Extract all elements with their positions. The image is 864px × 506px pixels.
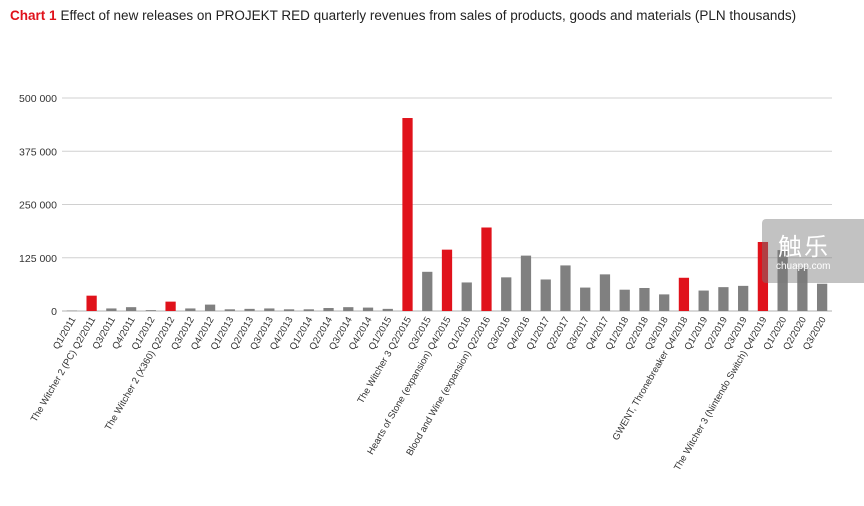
bar [816,283,828,311]
bar [560,265,571,311]
bar [86,295,97,311]
bar [204,304,216,311]
chart-bars [66,118,828,312]
y-tick-label: 0 [51,306,57,318]
bar [501,277,512,311]
bar [540,279,551,311]
bar [224,309,235,311]
chart-title-lead: Chart 1 [10,8,57,23]
bar [185,308,196,311]
bar [520,255,532,311]
bar [797,267,808,311]
y-tick-label: 500 000 [19,93,57,105]
bar [461,282,472,311]
bar [165,301,176,311]
bar [481,227,492,311]
bar [757,241,769,311]
bar [125,307,137,311]
bar [264,308,275,311]
y-axis-ticks: 0 125 000 250 000 375 000 500 000 [19,93,57,318]
bar [303,309,314,311]
bar [599,274,611,311]
y-tick-label: 375 000 [19,146,57,158]
y-tick-label: 250 000 [19,200,57,212]
bar [678,277,690,311]
bar [619,289,630,311]
bar [106,308,117,311]
y-tick-label: 125 000 [19,253,57,265]
bar [402,118,413,311]
bar [718,287,729,311]
bar [382,308,393,311]
watermark-logo: 触乐 chuapp.com [762,219,864,283]
bar [323,308,334,311]
bar [580,287,591,311]
bar [145,310,156,311]
bar [777,250,788,311]
chart-title: Chart 1 Effect of new releases on PROJEKT… [10,8,796,23]
bar [422,271,433,311]
bar [283,309,295,311]
bar [441,249,453,311]
bar [698,290,709,311]
bar [362,307,374,311]
watermark-main: 触乐 [778,233,830,261]
chart-title-text: Effect of new releases on PROJEKT RED qu… [60,8,797,23]
bar [66,310,78,312]
bar [659,294,670,311]
bar [639,287,650,311]
bar [343,307,354,311]
bar [244,308,255,311]
watermark-sub: chuapp.com [776,261,831,272]
bar [738,285,749,311]
